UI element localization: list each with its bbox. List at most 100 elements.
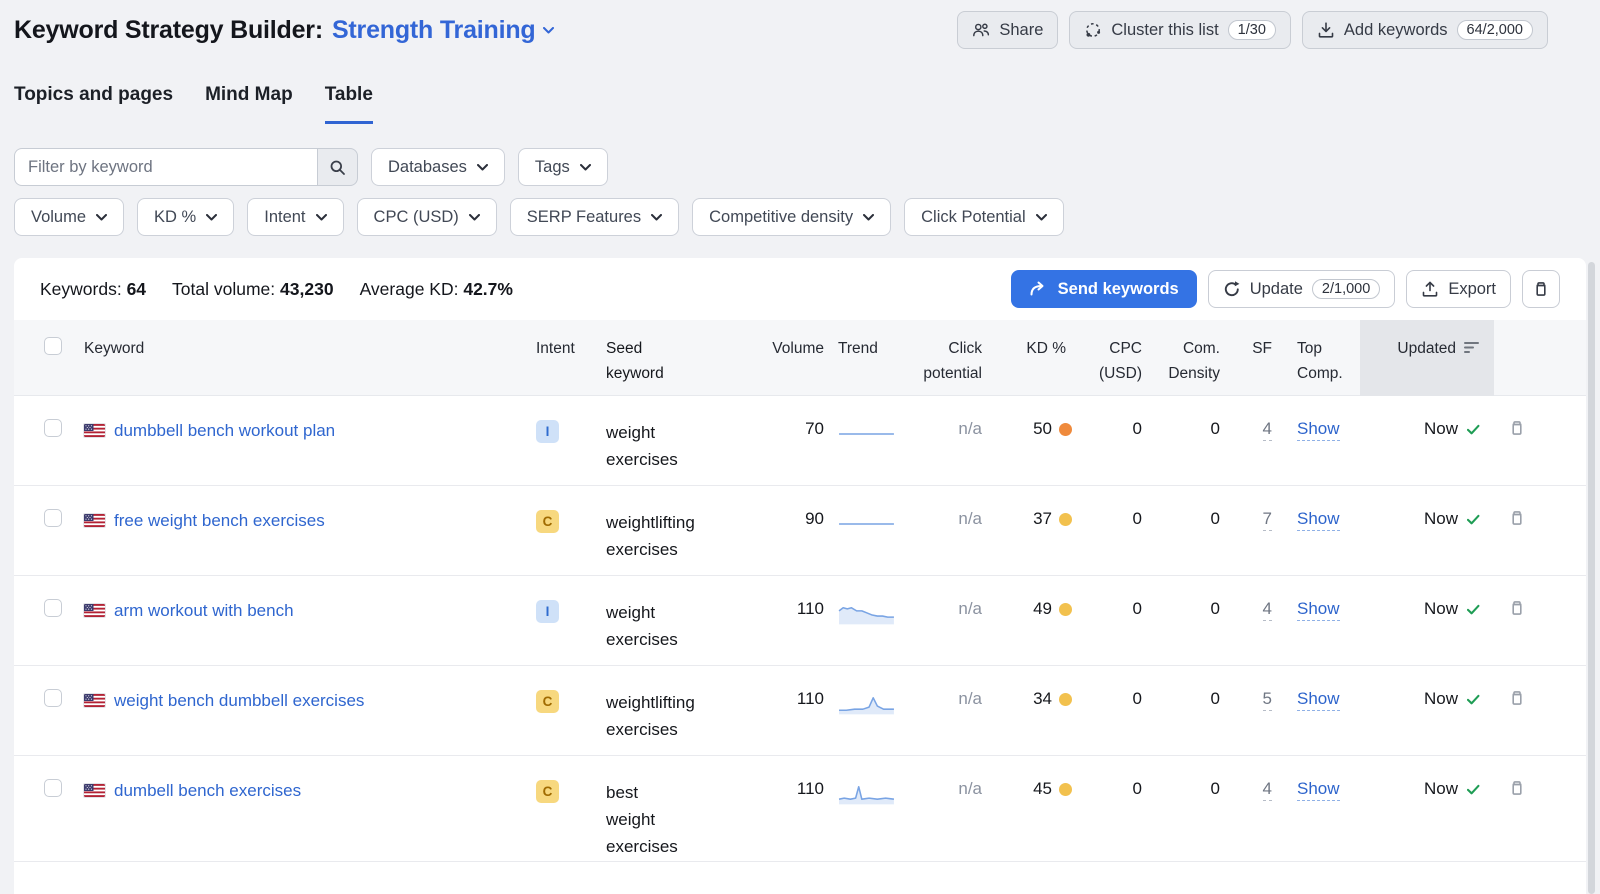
row-checkbox[interactable] (44, 779, 62, 797)
trend-sparkline (830, 576, 910, 630)
intent-filter-dropdown[interactable]: Intent (247, 198, 344, 236)
intent-badge[interactable]: C (536, 690, 559, 713)
kd-value: 50 (1033, 419, 1052, 438)
kd-difficulty-dot (1059, 602, 1072, 616)
com-density-value: 0 (1210, 689, 1220, 708)
delete-list-button[interactable] (1522, 270, 1560, 308)
delete-keyword-button[interactable] (1508, 599, 1526, 620)
col-updated[interactable]: Updated (1360, 320, 1494, 396)
keyword-link[interactable]: weight bench dumbbell exercises (114, 691, 365, 710)
volume-filter-dropdown[interactable]: Volume (14, 198, 125, 236)
col-seed-keyword[interactable]: Seed keyword (606, 340, 664, 382)
serp-features-filter-label: SERP Features (526, 207, 642, 226)
keyword-filter-input[interactable] (14, 148, 317, 186)
col-keyword[interactable]: Keyword (84, 340, 145, 357)
sf-count-link[interactable]: 5 (1262, 689, 1272, 711)
show-top-comp-link[interactable]: Show (1297, 419, 1340, 441)
intent-badge[interactable]: C (536, 780, 559, 803)
sf-count-link[interactable]: 4 (1262, 419, 1272, 441)
intent-badge[interactable]: I (536, 420, 559, 443)
intent-badge[interactable]: I (536, 600, 559, 623)
col-sf[interactable]: SF (1252, 340, 1272, 357)
check-icon (1467, 604, 1480, 614)
volume-value: 110 (796, 599, 824, 618)
update-button[interactable]: Update 2/1,000 (1207, 270, 1396, 308)
delete-keyword-button[interactable] (1508, 509, 1526, 530)
share-button[interactable]: Share (957, 11, 1059, 49)
send-keywords-button[interactable]: Send keywords (1010, 270, 1197, 308)
cpc-filter-label: CPC (USD) (373, 207, 459, 226)
updated-cell: Now (1360, 486, 1494, 529)
check-icon (1467, 784, 1480, 794)
tab-table[interactable]: Table (324, 84, 373, 124)
col-kd[interactable]: KD % (1026, 340, 1066, 357)
volume-value: 70 (805, 419, 824, 438)
col-cpc[interactable]: CPC (USD) (1098, 340, 1142, 382)
kd-filter-dropdown[interactable]: KD % (137, 198, 235, 236)
row-checkbox[interactable] (44, 599, 62, 617)
competitive-density-filter-dropdown[interactable]: Competitive density (692, 198, 892, 236)
sf-cell: 7 (1226, 486, 1280, 531)
tab-mind-map[interactable]: Mind Map (205, 84, 293, 105)
search-icon (330, 160, 345, 175)
keyword-link[interactable]: free weight bench exercises (114, 511, 325, 530)
com-density-value: 0 (1210, 599, 1220, 618)
row-checkbox[interactable] (44, 509, 62, 527)
delete-keyword-button[interactable] (1508, 419, 1526, 440)
trend-sparkline (830, 666, 910, 720)
intent-cell: C (536, 756, 606, 803)
col-volume[interactable]: Volume (772, 340, 824, 357)
serp-features-filter-dropdown[interactable]: SERP Features (509, 198, 680, 236)
show-top-comp-link[interactable]: Show (1297, 599, 1340, 621)
cpc-value: 0 (1132, 599, 1142, 618)
cluster-this-list-button[interactable]: Cluster this list 1/30 (1069, 11, 1291, 49)
col-com-density[interactable]: Com. Density (1168, 340, 1220, 382)
click-potential-filter-label: Click Potential (921, 207, 1026, 226)
list-selector[interactable]: Strength Training (332, 16, 554, 45)
tags-label: Tags (534, 157, 570, 176)
sf-count-link[interactable]: 4 (1262, 779, 1272, 801)
search-button[interactable] (317, 148, 358, 186)
show-top-comp-link[interactable]: Show (1297, 509, 1340, 531)
row-checkbox[interactable] (44, 689, 62, 707)
intent-badge[interactable]: C (536, 510, 559, 533)
chevron-down-icon (468, 213, 480, 220)
delete-keyword-button[interactable] (1508, 689, 1526, 710)
sf-cell: 4 (1226, 576, 1280, 621)
delete-keyword-button[interactable] (1508, 779, 1526, 800)
vertical-scrollbar[interactable] (1588, 262, 1595, 894)
keyword-link[interactable]: dumbbell bench workout plan (114, 421, 336, 440)
sf-count-link[interactable]: 7 (1262, 509, 1272, 531)
kd-value: 37 (1033, 509, 1052, 528)
updated-value: Now (1423, 419, 1458, 438)
cpc-value: 0 (1132, 689, 1142, 708)
keyword-cell: free weight bench exercises (83, 486, 536, 531)
tags-dropdown[interactable]: Tags (517, 148, 608, 186)
col-top-comp[interactable]: Top Comp. (1297, 340, 1343, 382)
table-header-row: Keyword Intent Seed keyword Volume Trend… (14, 320, 1586, 396)
cpc-filter-dropdown[interactable]: CPC (USD) (356, 198, 497, 236)
show-top-comp-link[interactable]: Show (1297, 689, 1340, 711)
sf-count-link[interactable]: 4 (1262, 599, 1272, 621)
col-click-potential[interactable]: Click potential (923, 340, 982, 382)
row-checkbox[interactable] (44, 419, 62, 437)
select-all-checkbox[interactable] (44, 337, 62, 355)
updated-cell: Now (1360, 666, 1494, 709)
show-top-comp-link[interactable]: Show (1297, 779, 1340, 801)
export-button[interactable]: Export (1406, 270, 1511, 308)
average-kd-value: 42.7% (463, 278, 513, 299)
check-icon (1467, 424, 1480, 434)
databases-dropdown[interactable]: Databases (371, 148, 505, 186)
intent-cell: C (536, 486, 606, 533)
tab-topics-and-pages[interactable]: Topics and pages (14, 84, 174, 105)
col-intent[interactable]: Intent (536, 340, 575, 357)
row-actions-cell (1494, 486, 1548, 532)
click-potential-filter-dropdown[interactable]: Click Potential (904, 198, 1064, 236)
keyword-link[interactable]: arm workout with bench (114, 601, 294, 620)
keyword-link[interactable]: dumbell bench exercises (114, 781, 302, 800)
add-keywords-button[interactable]: Add keywords 64/2,000 (1301, 11, 1548, 49)
click-potential-value: n/a (958, 779, 982, 798)
summary-bar: Keywords: 64 Total volume: 43,230 Averag… (14, 258, 1586, 320)
filters-panel: Databases Tags Volume KD % Intent CPC (U… (14, 148, 1586, 248)
